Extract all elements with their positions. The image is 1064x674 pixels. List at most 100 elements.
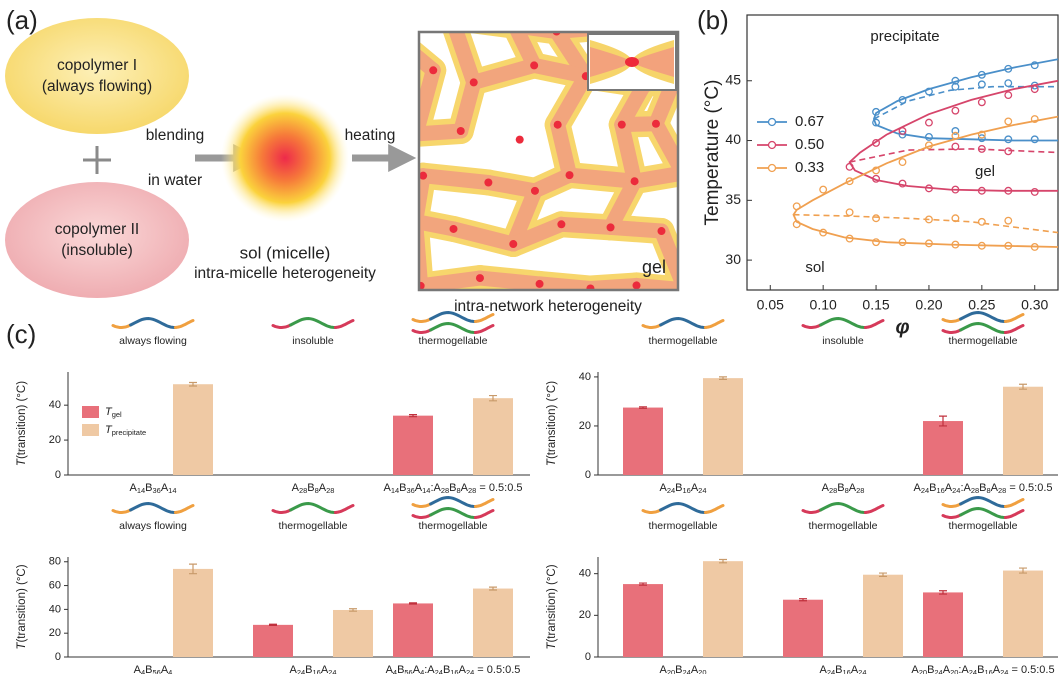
fit-curve [792,115,1058,248]
polymer-icon [819,316,867,329]
network-strand [448,32,482,90]
polymer-icon [429,310,477,323]
legend-label: Tgel [105,406,122,419]
polymer-icon [1003,509,1025,519]
data-point [819,228,828,237]
x-tick-label: A20B24A20:A24B16A24 = 0.5:0.5 [911,664,1054,674]
bar [473,398,513,475]
network-node [565,171,574,180]
bar [173,568,213,657]
polymer-icon [941,502,963,508]
micelle [221,94,349,222]
panel-label: (c) [6,319,36,349]
data-point [872,238,881,247]
plot-frame [746,14,1059,291]
data-point [792,220,801,229]
y-axis-label: T(transition) (°C) [16,381,28,466]
x-tick-label: A28B8A28 [822,482,865,495]
legend-swatch [82,424,99,436]
data-point [872,107,881,116]
copolymer-1-blob [5,18,189,134]
network-node [617,120,626,129]
bar [623,584,663,657]
data-point [1004,135,1013,144]
polymer-icon [271,508,293,514]
polymer-icon [411,513,433,519]
polymer-icon [129,316,177,329]
network-strand [614,117,643,189]
polymer-icon [411,317,433,323]
network-strand [550,117,578,183]
data-point [1030,115,1039,123]
network-strand [472,270,548,290]
data-point [924,239,933,248]
panel-label: (b) [697,5,729,35]
data-point [819,185,828,194]
data-point [1004,147,1013,156]
polymer-icon [863,504,885,514]
polymer-icon [429,495,477,508]
error-bar [1019,383,1027,390]
label: copolymer II [55,221,139,238]
data-point [1004,79,1013,88]
data-point [951,214,960,223]
polymer-icon [959,506,1007,519]
polymer-icon [1003,313,1025,323]
network-strand [532,276,598,290]
category-note: thermogellable [649,520,718,532]
inset [587,33,677,91]
annotation: gel [975,163,995,180]
bar [863,574,903,657]
data-point [951,240,960,249]
data-point [977,80,986,89]
network-strand [648,116,678,179]
network-node [606,223,615,232]
data-point [951,131,960,140]
legend-swatch [82,406,99,418]
data-point [977,217,986,226]
network-strand [582,277,644,290]
network-node [429,66,438,75]
network-strand [627,166,678,189]
x-tick-label: A4B56A4 [134,664,173,674]
polymer-icon [333,319,355,329]
network-node [419,171,428,180]
bar [393,603,433,657]
legend-label: 0.50 [795,136,824,153]
error-bar [719,376,727,380]
data-point [977,134,986,143]
category-note: thermogellable [419,520,488,532]
network-node [535,279,544,288]
network-node [484,178,493,187]
data-point [872,166,881,175]
category-note: thermogellable [649,335,718,347]
network-node [651,119,660,128]
error-bar [1019,567,1027,574]
polymer-icon [659,316,707,329]
label: (always flowing) [42,78,152,95]
network-node [553,120,562,129]
data-point [872,214,881,223]
y-tick-label: 0 [585,651,591,663]
data-point [898,238,907,247]
x-tick-label: A4B56A4:A24B16A24 = 0.5:0.5 [386,664,521,674]
network-strand [503,32,570,45]
error-bar [799,598,807,602]
fit-curve [848,79,1058,192]
legend-marker [767,163,777,173]
category-note: thermogellable [949,520,1018,532]
label: sol (micelle) [240,243,331,262]
x-tick-label: A28B8A28 [292,482,335,495]
y-tick-label: 40 [49,399,61,411]
network-node [448,13,456,21]
spinodal-curve [873,85,1058,120]
x-tick-label: 0.20 [915,297,942,313]
data-point [845,208,854,217]
copolymer-2-blob [5,182,189,298]
error-bar [409,413,417,418]
legend-marker [767,117,777,127]
data-point [792,202,801,211]
data-point [898,127,907,135]
legend-marker [767,140,777,150]
